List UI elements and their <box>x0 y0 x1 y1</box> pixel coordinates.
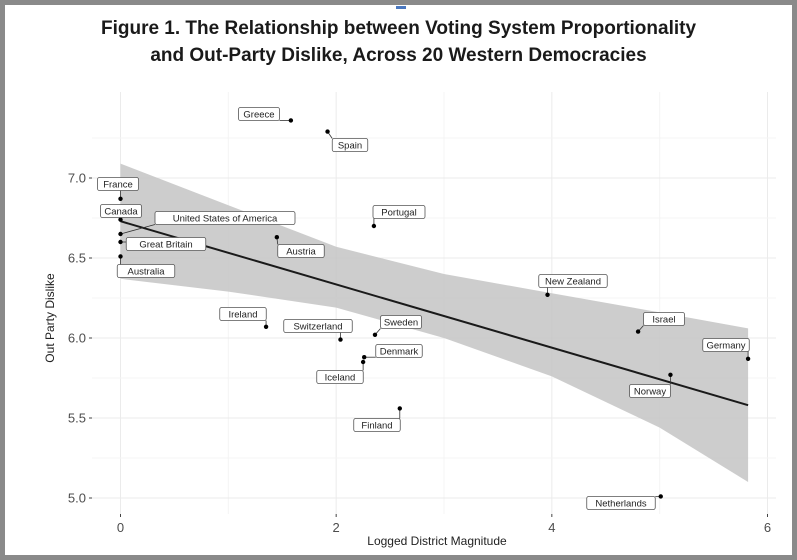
y-tick-label: 5.5 <box>68 411 86 426</box>
data-point <box>118 231 123 237</box>
point-label-box <box>380 315 422 329</box>
y-tick-label: 6.0 <box>68 331 86 346</box>
point-labels: Greece Spain France Canada United States of … <box>97 107 750 510</box>
x-tick-label: 4 <box>548 520 555 535</box>
data-point <box>288 118 294 123</box>
y-axis-title: Out Party Dislike <box>43 273 57 363</box>
point-label-box <box>316 370 364 384</box>
data-point <box>338 337 343 342</box>
y-tick-label: 6.5 <box>68 251 86 266</box>
fit-line-layer <box>120 220 749 407</box>
regression-line <box>120 220 749 407</box>
point-label: Switzerland <box>293 321 342 332</box>
point-label: United States of America <box>173 213 278 224</box>
data-point <box>635 329 641 334</box>
data-point <box>372 332 378 337</box>
point-label: Spain <box>338 140 362 151</box>
x-tick-label: 2 <box>333 520 340 535</box>
point-label-box <box>375 344 423 358</box>
data-point <box>118 254 123 259</box>
point-label: Greece <box>243 109 274 120</box>
point-label-box <box>331 138 369 152</box>
data-point <box>118 239 123 245</box>
x-tick-label: 0 <box>117 520 124 535</box>
data-point <box>397 406 402 411</box>
chart-title-line-2: and Out-Party Dislike, Across 20 Western… <box>150 45 647 66</box>
point-label: Austria <box>286 246 316 257</box>
point-label: Australia <box>128 266 166 277</box>
point-label-box <box>100 204 142 218</box>
point-label: Portugal <box>381 207 416 218</box>
point-label-box <box>372 205 426 219</box>
point-label: Norway <box>634 386 666 397</box>
point-label: France <box>103 179 133 190</box>
data-point <box>118 217 123 222</box>
data-point <box>545 292 550 297</box>
label-leader-line <box>120 224 156 235</box>
point-label-box <box>643 312 685 326</box>
point-label-box <box>116 264 176 278</box>
point-label: Sweden <box>384 317 418 328</box>
y-tick-label: 5.0 <box>68 491 86 506</box>
point-label-box <box>353 418 401 432</box>
point-label-box <box>125 237 207 251</box>
x-tick-label: 6 <box>764 520 771 535</box>
point-label: Germany <box>706 340 745 351</box>
point-label-box <box>277 244 325 258</box>
data-point <box>668 372 673 377</box>
data-point <box>274 235 280 240</box>
point-label-box <box>629 384 671 398</box>
point-label-box <box>538 274 608 288</box>
point-label: Canada <box>104 206 138 217</box>
chart-title-line-1: Figure 1. The Relationship between Votin… <box>100 18 697 39</box>
data-points <box>118 118 751 499</box>
data-point <box>360 359 366 365</box>
point-label: Finland <box>361 420 392 431</box>
point-label-box <box>238 107 280 121</box>
data-point <box>745 356 751 361</box>
x-axis-title: Logged District Magnitude <box>367 534 507 548</box>
axis-ticks: 0 2 4 6 5.0 5.5 6.0 6.5 7.0 <box>68 171 771 536</box>
point-label-box <box>219 307 267 321</box>
data-point <box>325 129 330 134</box>
data-point <box>658 494 663 499</box>
point-label: Ireland <box>228 309 257 320</box>
top-accent-mark <box>396 6 406 9</box>
point-label-box <box>154 211 296 225</box>
data-point <box>362 355 367 360</box>
point-label: Netherlands <box>595 498 646 509</box>
point-label-box <box>586 496 656 510</box>
y-tick-label: 7.0 <box>68 171 86 186</box>
data-point <box>118 196 123 201</box>
data-point <box>263 324 269 329</box>
point-label-box <box>97 177 139 191</box>
point-label-box <box>702 338 750 352</box>
point-label: Israel <box>652 314 675 325</box>
point-label: Great Britain <box>139 239 192 250</box>
data-point <box>371 223 377 229</box>
point-label: Denmark <box>380 346 419 357</box>
point-label: Iceland <box>325 372 356 383</box>
point-label-box <box>283 319 353 333</box>
point-label: New Zealand <box>545 276 601 287</box>
